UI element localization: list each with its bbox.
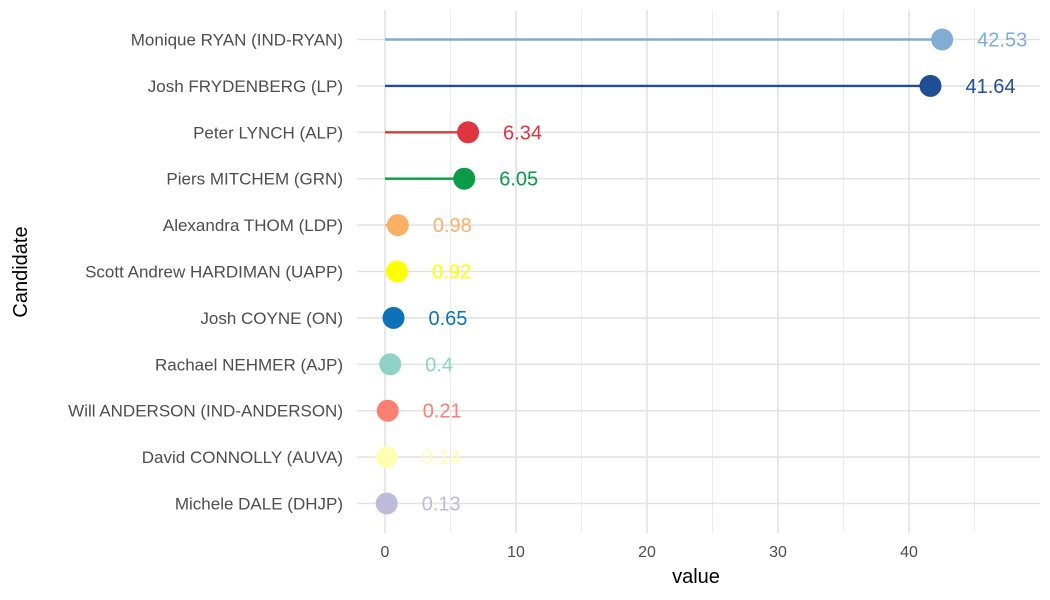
x-tick-label: 40 <box>900 544 918 561</box>
x-tick-label: 0 <box>381 544 390 561</box>
x-tick-label: 10 <box>507 544 525 561</box>
points <box>375 28 954 515</box>
y-tick-label: Scott Andrew HARDIMAN (UAPP) <box>85 263 343 282</box>
lollipop-point <box>375 492 398 515</box>
y-tick-label: Rachael NEHMER (AJP) <box>155 355 343 374</box>
y-tick-label: Josh COYNE (ON) <box>200 309 343 328</box>
y-tick-label: Alexandra THOM (LDP) <box>163 216 343 235</box>
lollipop-point <box>457 121 480 144</box>
y-tick-label: Will ANDERSON (IND-ANDERSON) <box>68 402 343 421</box>
y-tick-label: David CONNOLLY (AUVA) <box>142 448 343 467</box>
lollipop-point <box>376 399 399 422</box>
lollipop-point <box>919 74 942 97</box>
x-tick-label: 30 <box>769 544 787 561</box>
x-tick-label: 20 <box>638 544 656 561</box>
y-tick-label: Piers MITCHEM (GRN) <box>166 170 343 189</box>
y-tick-label: Monique RYAN (IND-RYAN) <box>131 31 343 50</box>
lollipop-point <box>386 214 409 237</box>
data-label: 0.14 <box>422 447 461 469</box>
x-axis-ticks: 0 10 20 30 40 <box>381 544 918 561</box>
data-label: 0.13 <box>422 494 461 516</box>
data-label: 6.34 <box>503 122 542 144</box>
data-label: 0.65 <box>429 308 468 330</box>
lollipop-point <box>382 306 405 329</box>
lollipop-point <box>375 446 398 469</box>
data-label: 0.92 <box>432 262 471 284</box>
data-label: 0.4 <box>425 354 453 376</box>
lollipop-point <box>931 28 954 51</box>
data-label: 0.21 <box>423 401 462 423</box>
lollipop-point <box>379 353 402 376</box>
y-axis-ticks: Monique RYAN (IND-RYAN) Josh FRYDENBERG (… <box>68 31 343 514</box>
y-tick-label: Peter LYNCH (ALP) <box>193 123 343 142</box>
data-label: 0.98 <box>433 215 472 237</box>
stems <box>385 38 943 505</box>
y-tick-label: Michele DALE (DHJP) <box>175 495 343 514</box>
lollipop-point <box>386 260 409 283</box>
data-labels: 42.53 41.64 6.34 6.05 0.98 0.92 0.65 0.4 0.21 0.1… <box>422 30 1028 516</box>
data-label: 6.05 <box>499 169 538 191</box>
y-axis-title: Candidate <box>10 226 32 317</box>
data-label: 41.64 <box>965 76 1015 98</box>
lollipop-point <box>453 167 476 190</box>
data-label: 42.53 <box>977 30 1027 52</box>
x-axis-title: value <box>672 566 720 588</box>
y-tick-label: Josh FRYDENBERG (LP) <box>148 77 343 96</box>
